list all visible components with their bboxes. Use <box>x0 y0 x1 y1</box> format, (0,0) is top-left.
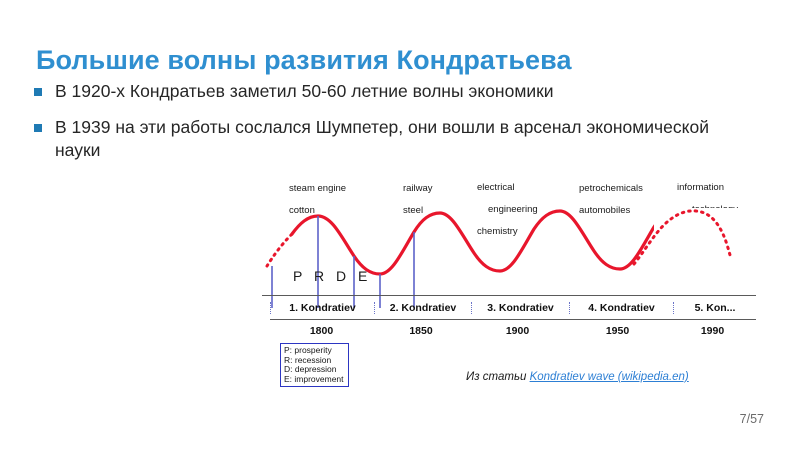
legend-line-depression: D: depression <box>284 364 337 375</box>
wave-curve <box>265 208 762 308</box>
phase-letter-d: D <box>336 268 347 284</box>
era-line-2: automobiles <box>579 205 631 216</box>
kondratiev-wave-diagram: steam engine cotton railway steel electr… <box>262 168 762 393</box>
phase-legend-box: P: prosperity R: recession D: depression… <box>280 343 349 388</box>
wave-dotted-lead <box>265 232 294 268</box>
era-label-petrochemicals: petrochemicals automobiles <box>579 172 643 216</box>
era-line-1: electrical <box>477 182 515 193</box>
legend-line-improvement: E: improvement <box>284 373 344 384</box>
wave-dotted-projection <box>632 209 732 266</box>
kondratiev-table: 1. Kondratiev 2. Kondratiev 3. Kondratie… <box>270 296 756 341</box>
source-caption-prefix: Из статьи <box>466 371 530 383</box>
axis-baseline <box>262 295 756 296</box>
table-row: 1. Kondratiev 2. Kondratiev 3. Kondratie… <box>270 296 756 320</box>
source-link[interactable]: Kondratiev wave (wikipedia.en) <box>529 371 689 383</box>
bullet-text: В 1939 на эти работы сослался Шумпетер, … <box>55 117 710 160</box>
era-line-1: information <box>677 182 724 193</box>
wave-cell-5: 5. Kon... <box>673 301 756 314</box>
phase-letter-p: P <box>293 268 303 284</box>
era-line-2: cotton <box>289 205 315 216</box>
wave-cell-1: 1. Kondratiev <box>270 301 374 314</box>
source-caption: Из статьи Kondratiev wave (wikipedia.en) <box>466 371 689 383</box>
wave-cell-2: 2. Kondratiev <box>374 301 471 314</box>
year-label-1850: 1850 <box>409 325 433 337</box>
bullet-square-icon <box>34 88 42 96</box>
bullet-text: В 1920-х Кондратьев заметил 50-60 летние… <box>55 81 554 101</box>
era-line-1: petrochemicals <box>579 183 643 194</box>
era-label-railway: railway steel <box>403 172 433 216</box>
year-label-1990: 1990 <box>700 325 725 337</box>
era-line-1: steam engine <box>289 183 347 194</box>
wave-mask <box>654 208 762 308</box>
years-row: 1800 1850 1900 1950 1990 <box>270 321 756 341</box>
era-line-3: chemistry <box>477 226 518 237</box>
phase-letter-r: R <box>314 268 325 284</box>
page-number: 7/57 <box>739 412 764 426</box>
era-label-electrical: electrical engineering chemistry <box>477 171 538 237</box>
era-line-1: railway <box>403 183 433 194</box>
phase-letter-e: E <box>358 268 368 284</box>
list-item: В 1939 на эти работы сослался Шумпетер, … <box>34 116 734 162</box>
wave-cell-4: 4. Kondratiev <box>569 301 673 314</box>
era-label-steam-engine: steam engine cotton <box>289 172 346 216</box>
bullet-square-icon <box>34 124 42 132</box>
legend-line-prosperity: P: prosperity <box>284 345 332 355</box>
list-item: В 1920-х Кондратьев заметил 50-60 летние… <box>34 80 734 103</box>
era-line-2: steel <box>403 205 424 216</box>
year-label-1900: 1900 <box>505 325 530 337</box>
bullet-list: В 1920-х Кондратьев заметил 50-60 летние… <box>34 80 734 175</box>
legend-line-recession: R: recession <box>284 354 332 365</box>
year-label-1950: 1950 <box>605 325 630 337</box>
era-line-2: engineering <box>488 204 538 215</box>
year-label-1800: 1800 <box>309 325 334 337</box>
wave-cell-3: 3. Kondratiev <box>471 301 569 314</box>
page-title: Большие волны развития Кондратьева <box>36 45 572 76</box>
